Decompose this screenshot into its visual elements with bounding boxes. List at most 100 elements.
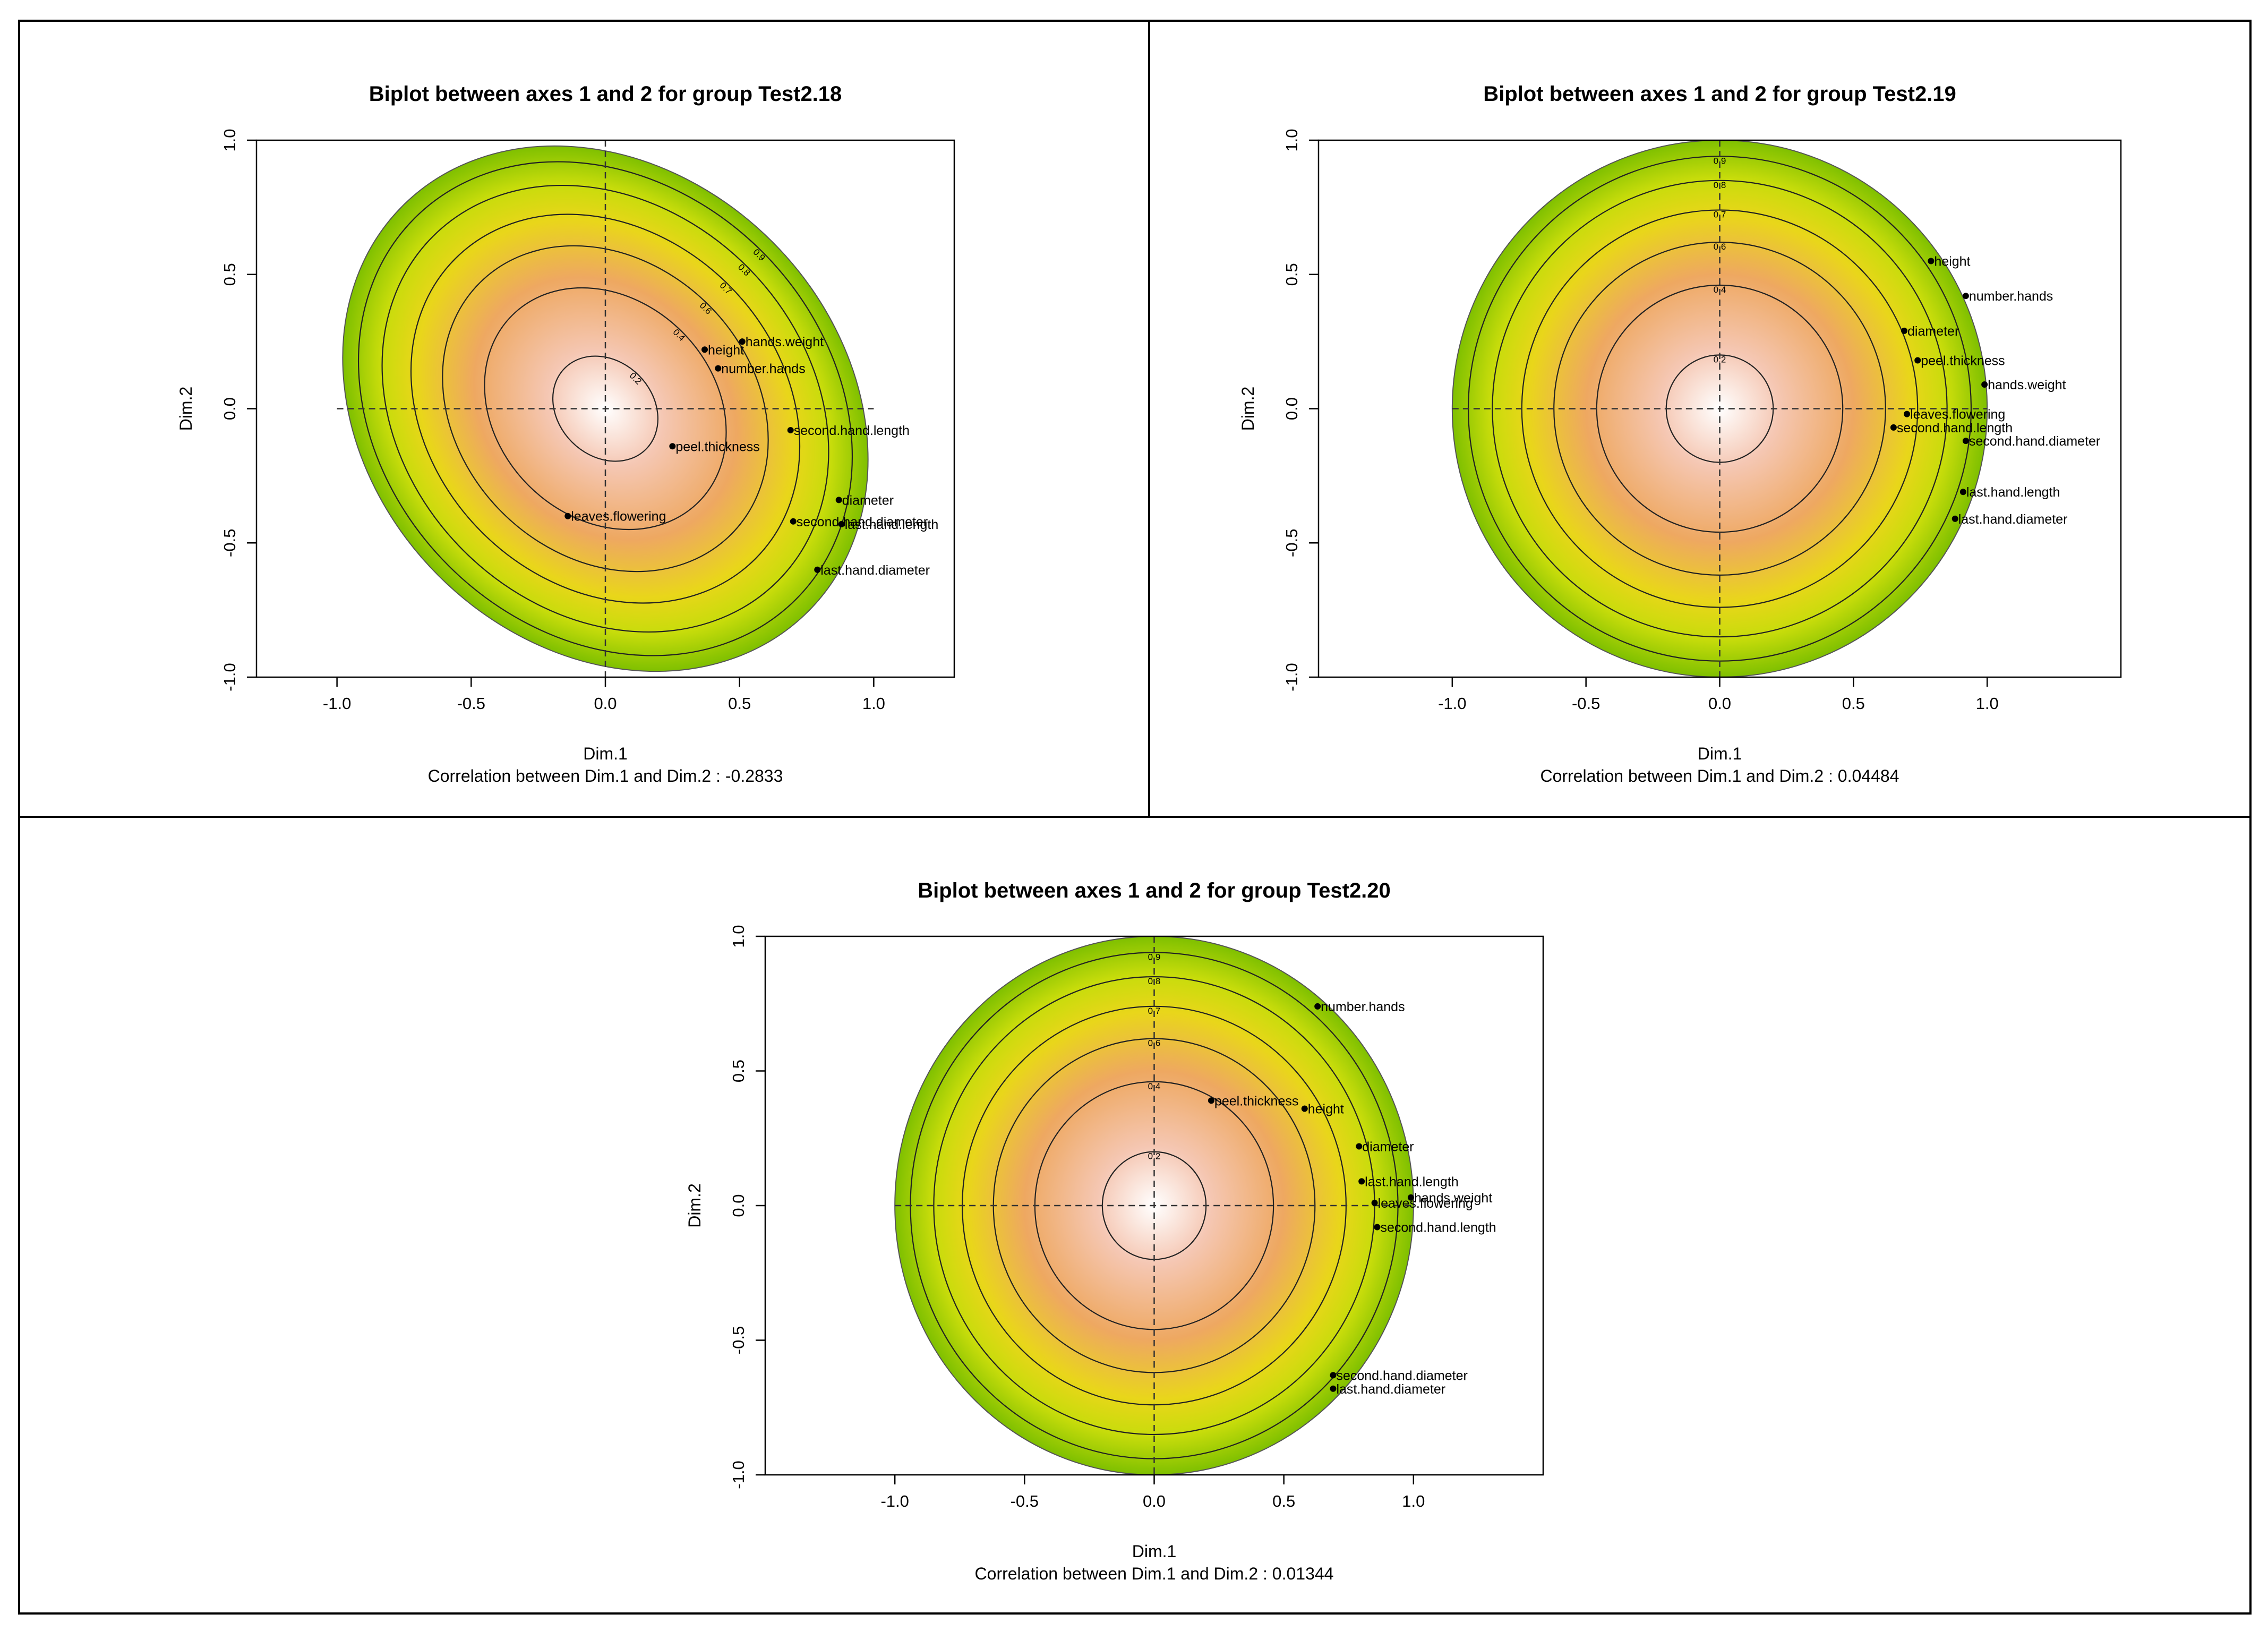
variable-label: number.hands bbox=[1321, 1000, 1405, 1014]
variable-label: last.hand.diameter bbox=[1336, 1382, 1445, 1397]
y-tick-label: 1.0 bbox=[729, 925, 748, 947]
variable-label: second.hand.diameter bbox=[1336, 1368, 1467, 1383]
contour-label: 0.9 bbox=[1148, 952, 1161, 962]
variable-point bbox=[1901, 327, 1908, 334]
variable-label: leaves.flowering bbox=[1910, 407, 2005, 422]
x-tick-label: -0.5 bbox=[1572, 694, 1600, 713]
biplot-panel-2: 0.20.40.60.70.80.9-1.0-0.50.00.51.0-1.0-… bbox=[1238, 82, 2122, 785]
y-tick-label: 0.5 bbox=[729, 1060, 748, 1082]
variable-point bbox=[1407, 1194, 1414, 1201]
variable-point bbox=[1904, 411, 1911, 417]
x-tick-label: 0.0 bbox=[1708, 694, 1731, 713]
biplot-panel-3: 0.20.40.60.70.80.9-1.0-0.50.00.51.0-1.0-… bbox=[685, 879, 1544, 1583]
variable-label: last.hand.diameter bbox=[1958, 512, 2068, 527]
y-tick-label: 0.0 bbox=[220, 397, 239, 420]
contour-line bbox=[381, 185, 829, 633]
x-tick-label: 1.0 bbox=[862, 694, 885, 713]
variable-point bbox=[739, 338, 746, 345]
correlation-caption: Correlation between Dim.1 and Dim.2 : 0.… bbox=[1540, 766, 1899, 785]
variable-label: height bbox=[1308, 1101, 1344, 1116]
chart-title: Biplot between axes 1 and 2 for group Te… bbox=[1483, 82, 1956, 106]
y-tick-label: 1.0 bbox=[220, 129, 239, 151]
y-axis-label: Dim.2 bbox=[685, 1183, 704, 1228]
variable-label: last.hand.length bbox=[1966, 485, 2060, 500]
x-tick-label: 0.5 bbox=[1842, 694, 1865, 713]
variable-point bbox=[1962, 293, 1969, 300]
variable-label: hands.weight bbox=[746, 335, 824, 349]
x-tick-label: -0.5 bbox=[457, 694, 485, 713]
variable-point bbox=[838, 520, 845, 527]
x-tick-label: -0.5 bbox=[1011, 1492, 1039, 1510]
variable-point bbox=[790, 518, 797, 525]
variable-label: leaves.flowering bbox=[571, 509, 666, 524]
variable-label: leaves.flowering bbox=[1378, 1196, 1473, 1211]
variable-label: last.hand.length bbox=[1365, 1174, 1459, 1189]
x-tick-label: 0.0 bbox=[594, 694, 617, 713]
variable-point bbox=[1890, 424, 1897, 431]
x-tick-label: -1.0 bbox=[880, 1492, 909, 1510]
contour-label: 0.9 bbox=[1714, 156, 1726, 166]
variable-point bbox=[715, 365, 722, 372]
y-tick-label: 0.0 bbox=[1282, 397, 1301, 420]
variable-label: second.hand.length bbox=[794, 423, 910, 438]
variable-label: second.hand.length bbox=[1897, 421, 2013, 435]
variable-label: second.hand.length bbox=[1380, 1220, 1496, 1235]
biplot-panel-1: 0.20.40.60.70.80.9-1.0 -0.5 0.0 0.5 1.0-1.0-… bbox=[176, 82, 955, 785]
y-tick-label: -1.0 bbox=[1282, 663, 1301, 691]
variable-label: number.hands bbox=[721, 362, 805, 377]
y-axis-label: Dim.2 bbox=[176, 387, 195, 431]
variable-label: diameter bbox=[1362, 1139, 1414, 1154]
x-tick-label: 0.5 bbox=[1272, 1492, 1295, 1510]
x-tick-label: 1.0 bbox=[1402, 1492, 1425, 1510]
variable-point bbox=[1928, 258, 1935, 264]
variable-point bbox=[669, 443, 676, 450]
variable-label: peel.thickness bbox=[675, 439, 759, 454]
x-tick-label: 1.0 bbox=[1976, 694, 1999, 713]
variable-point bbox=[1330, 1372, 1337, 1379]
y-tick-label: 0.0 bbox=[729, 1194, 748, 1217]
y-tick-label: -0.5 bbox=[729, 1326, 748, 1354]
contour-line bbox=[552, 355, 659, 462]
variable-point bbox=[564, 513, 571, 519]
variable-point bbox=[835, 497, 842, 503]
variable-label: second.hand.diameter bbox=[1969, 434, 2100, 449]
variable-point bbox=[1952, 515, 1958, 522]
y-tick-label: 1.0 bbox=[1282, 129, 1301, 151]
y-tick-label: 0.5 bbox=[220, 263, 239, 286]
chart-title: Biplot between axes 1 and 2 for group Te… bbox=[918, 879, 1391, 902]
contour-label: 0.2 bbox=[1714, 354, 1726, 364]
variable-point bbox=[1914, 357, 1921, 364]
variable-point bbox=[1371, 1199, 1378, 1206]
variable-label: peel.thickness bbox=[1921, 354, 2005, 369]
x-axis-label: Dim.1 bbox=[583, 744, 628, 763]
y-tick-label: -0.5 bbox=[220, 529, 239, 557]
variable-point bbox=[1959, 489, 1966, 496]
variable-label: hands.weight bbox=[1414, 1191, 1492, 1206]
x-axis-label: Dim.1 bbox=[1132, 1542, 1177, 1561]
variable-label: height bbox=[708, 343, 744, 357]
y-tick-label: 0.5 bbox=[1282, 263, 1301, 286]
variable-point bbox=[1962, 438, 1969, 445]
contour-line bbox=[442, 245, 769, 573]
variable-label: diameter bbox=[1907, 324, 1959, 339]
y-tick-label: -0.5 bbox=[1282, 529, 1301, 557]
variable-point bbox=[1358, 1178, 1365, 1185]
variable-point bbox=[1374, 1224, 1381, 1231]
x-tick-label: 0.0 bbox=[1143, 1492, 1166, 1510]
x-axis-label: Dim.1 bbox=[1698, 744, 1742, 763]
chart-title: Biplot between axes 1 and 2 for group Te… bbox=[369, 82, 842, 106]
variable-point bbox=[701, 346, 708, 353]
y-axis-label: Dim.2 bbox=[1238, 387, 1257, 431]
contour-line bbox=[484, 287, 727, 531]
y-tick-label: -1.0 bbox=[220, 663, 239, 691]
correlation-caption: Correlation between Dim.1 and Dim.2 : -0… bbox=[428, 766, 783, 785]
x-tick-label: -1.0 bbox=[1438, 694, 1466, 713]
variable-point bbox=[1356, 1143, 1363, 1150]
variable-point bbox=[814, 566, 821, 573]
contour-line bbox=[357, 161, 853, 656]
x-tick-label: 0.5 bbox=[728, 694, 751, 713]
y-tick-label: -1.0 bbox=[729, 1461, 748, 1489]
variable-point bbox=[1330, 1385, 1337, 1392]
variable-label: peel.thickness bbox=[1214, 1094, 1298, 1108]
